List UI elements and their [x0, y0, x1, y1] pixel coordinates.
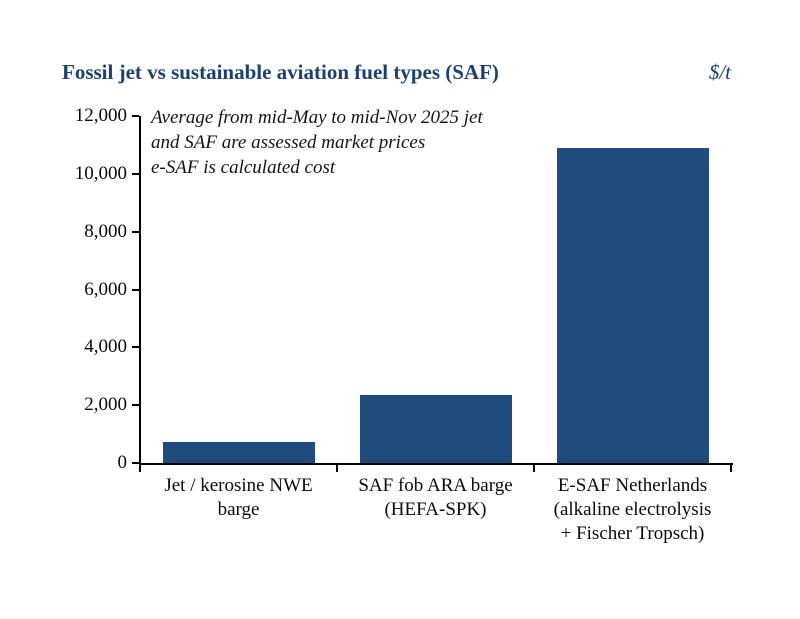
y-axis-tick: [132, 462, 139, 464]
y-axis-tick: [132, 172, 139, 175]
chart-title: Fossil jet vs sustainable aviation fuel …: [62, 60, 499, 84]
y-axis-tick: [132, 404, 139, 407]
x-category-label-line: (HEFA-SPK): [384, 499, 487, 520]
x-category-label-line: E-SAF Netherlands: [557, 475, 708, 496]
y-axis-tick: [132, 230, 139, 233]
x-category-label-line: SAF fob ARA barge: [358, 475, 513, 496]
y-tick-label: 0: [117, 452, 128, 473]
x-axis-tick: [533, 465, 535, 472]
x-category-label: Jet / kerosine NWE barge: [129, 474, 349, 522]
bar-2: [359, 395, 512, 463]
annotation-line: e-SAF is calculated cost: [151, 157, 336, 178]
annotation-line: and SAF are assessed market prices: [151, 132, 426, 153]
x-axis-tick: [336, 465, 338, 472]
y-tick-label: 12,000: [74, 105, 127, 126]
x-category-label-line: (alkaline electrolysis: [553, 499, 712, 520]
y-axis-line: [139, 116, 141, 465]
y-axis-tick: [132, 346, 139, 349]
x-axis-tick: [730, 465, 732, 472]
x-axis-line: [139, 463, 733, 465]
y-tick-label: 2,000: [84, 394, 127, 416]
x-category-label-line: + Fischer Tropsch): [560, 523, 705, 544]
x-category-label: SAF fob ARA barge (HEFA-SPK): [326, 474, 546, 522]
y-axis-tick: [132, 288, 139, 291]
x-category-label: E-SAF Netherlands (alkaline electrolysis +…: [523, 474, 743, 546]
y-tick-label: 6,000: [84, 278, 127, 300]
x-category-label-line: Jet / kerosine NWE: [164, 475, 313, 496]
y-tick-label: 8,000: [84, 220, 127, 242]
chart-units-label: $/t: [708, 60, 731, 84]
bar-3: [556, 147, 709, 463]
x-category-label-line: barge: [217, 499, 260, 520]
annotation-line: Average from mid-May to mid-Nov 2025 jet: [151, 107, 483, 128]
y-tick-label: 10,000: [74, 162, 127, 184]
x-axis-tick: [139, 465, 141, 472]
bar-1: [162, 442, 315, 463]
y-tick-label: 4,000: [84, 336, 127, 358]
y-axis-tick: [132, 115, 139, 117]
chart-annotation: Average from mid-May to mid-Nov 2025 jet…: [151, 105, 483, 180]
